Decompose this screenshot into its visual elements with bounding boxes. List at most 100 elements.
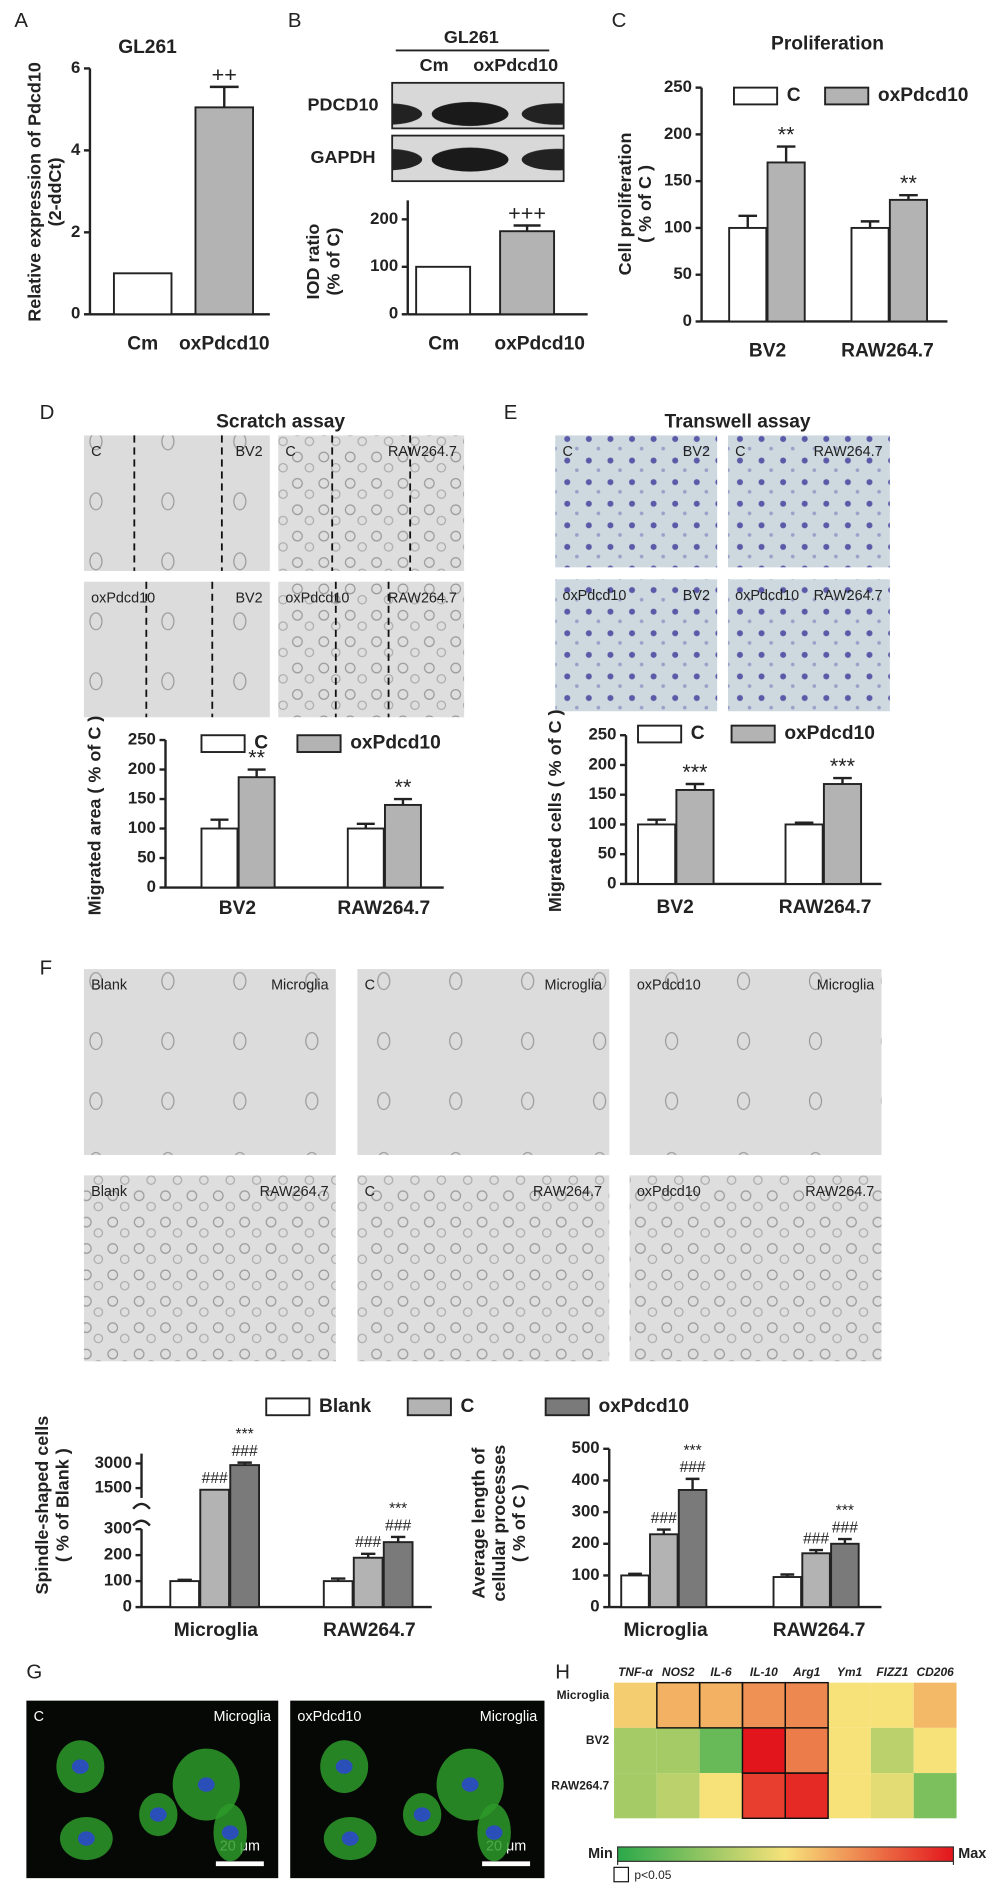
significance-label: ### bbox=[232, 1443, 258, 1460]
y-axis-label: Average length of bbox=[468, 1447, 488, 1599]
significance-label: ** bbox=[778, 121, 795, 146]
error-bar bbox=[776, 145, 796, 163]
y-tick-label: 50 bbox=[598, 844, 617, 863]
y-tick-label: 100 bbox=[572, 1565, 600, 1584]
image-label: C bbox=[285, 444, 295, 460]
y-tick-label: 200 bbox=[128, 759, 156, 778]
error-bar bbox=[210, 818, 229, 829]
micrograph: oxPdcd10 RAW264.7 bbox=[629, 1175, 882, 1362]
y-tick-label: 100 bbox=[128, 818, 156, 837]
bar bbox=[888, 198, 928, 323]
x-tick-label: oxPdcd10 bbox=[494, 333, 585, 354]
panel-letter: D bbox=[40, 402, 55, 424]
blot-band-label: PDCD10 bbox=[308, 94, 379, 114]
x-tick-label: RAW264.7 bbox=[323, 1620, 416, 1641]
y-tick-label: 200 bbox=[572, 1533, 600, 1552]
bar bbox=[382, 1541, 414, 1609]
y-tick-label: 150 bbox=[588, 784, 616, 803]
image-label: oxPdcd10 bbox=[91, 590, 155, 606]
legend-swatch bbox=[296, 734, 342, 753]
image-label: C bbox=[365, 1184, 375, 1200]
error-bar bbox=[794, 821, 814, 825]
bar bbox=[728, 226, 768, 323]
blot-lane-label: oxPdcd10 bbox=[473, 55, 558, 75]
nucleus bbox=[197, 1777, 215, 1792]
heat-cell bbox=[699, 1682, 743, 1728]
image-label: oxPdcd10 bbox=[297, 1709, 361, 1725]
bar bbox=[830, 1542, 860, 1609]
y-tick-label: 0 bbox=[389, 304, 398, 323]
image-label: C bbox=[735, 444, 745, 460]
y-tick-label: 150 bbox=[128, 788, 156, 807]
image-label: BV2 bbox=[683, 444, 710, 460]
bar bbox=[801, 1552, 831, 1609]
image-label: Microglia bbox=[214, 1709, 272, 1725]
x-tick-label: RAW264.7 bbox=[841, 341, 934, 362]
x-tick-label: Cm bbox=[127, 333, 158, 354]
significance-label: *** bbox=[683, 1442, 701, 1459]
blot-image bbox=[391, 134, 565, 183]
micrograph: oxPdcd10 BV2 bbox=[83, 581, 270, 718]
y-tick-label: 0 bbox=[123, 1597, 132, 1616]
legend-label: C bbox=[787, 85, 801, 106]
heat-cell bbox=[828, 1727, 871, 1774]
image-label: RAW264.7 bbox=[814, 444, 883, 460]
y-tick-label: 200 bbox=[370, 209, 398, 228]
row-label: RAW264.7 bbox=[551, 1778, 609, 1792]
colorbar-label: Min bbox=[588, 1846, 613, 1862]
panel-letter: A bbox=[14, 10, 28, 32]
column-label: TNF-α bbox=[618, 1665, 653, 1679]
blot-image bbox=[391, 81, 565, 130]
significance-label: +++ bbox=[508, 200, 546, 225]
nucleus bbox=[77, 1831, 95, 1846]
content: A B C D E F G H GL261 Cm oxPdcd10 PDCD10 GAPDH C BV2 C R… bbox=[14, 10, 986, 1883]
significance-label: *** bbox=[682, 759, 708, 784]
significance-label: ** bbox=[248, 744, 265, 769]
heat-cell bbox=[870, 1682, 914, 1728]
micrograph: C RAW264.7 bbox=[727, 435, 890, 568]
y-tick-label: 250 bbox=[664, 77, 692, 96]
y-tick-label: 100 bbox=[588, 814, 616, 833]
bar bbox=[346, 827, 385, 889]
x-tick-label: RAW264.7 bbox=[773, 1620, 866, 1641]
y-axis-label: (% of C) bbox=[323, 228, 343, 296]
error-bar bbox=[628, 1572, 642, 1576]
micrograph-image bbox=[555, 435, 718, 568]
y-axis-label: ( % of Blank ) bbox=[52, 1448, 72, 1562]
bar bbox=[237, 776, 276, 889]
legend-label: oxPdcd10 bbox=[598, 1396, 689, 1417]
column-label: CD206 bbox=[916, 1665, 954, 1679]
image-label: oxPdcd10 bbox=[637, 1184, 701, 1200]
x-tick-label: Microglia bbox=[174, 1620, 258, 1641]
y-tick-label: 0 bbox=[683, 311, 692, 330]
micrograph: C BV2 bbox=[83, 435, 270, 571]
heat-cell bbox=[742, 1727, 786, 1774]
image-label: RAW264.7 bbox=[388, 590, 457, 606]
y-axis-label: Cell proliferation bbox=[615, 133, 635, 276]
micrograph: C RAW264.7 bbox=[278, 435, 465, 571]
micrograph-image bbox=[357, 969, 610, 1155]
bar bbox=[675, 788, 715, 885]
significance-label: *** bbox=[836, 1503, 854, 1520]
blot-band-label: GAPDH bbox=[311, 147, 376, 167]
image-label: Microglia bbox=[271, 978, 329, 994]
y-tick-label: 2 bbox=[71, 222, 80, 241]
row-label: Microglia bbox=[557, 1688, 610, 1702]
error-bar bbox=[390, 1535, 406, 1543]
y-axis-label: Relative expression of Pdcd10 bbox=[25, 62, 45, 322]
x-tick-label: BV2 bbox=[749, 341, 786, 362]
blot-lane-label: Cm bbox=[420, 55, 449, 75]
y-axis-label: Migrated cells ( % of C ) bbox=[545, 709, 565, 912]
y-tick-label: 4 bbox=[71, 140, 81, 159]
row-label: BV2 bbox=[586, 1733, 610, 1747]
micrograph: C RAW264.7 bbox=[357, 1175, 610, 1362]
image-label: C bbox=[365, 978, 375, 994]
chart-title: Scratch assay bbox=[216, 411, 345, 432]
image-label: oxPdcd10 bbox=[637, 978, 701, 994]
heat-cell bbox=[614, 1773, 657, 1819]
y-tick-label: 3000 bbox=[95, 1453, 132, 1472]
significance-box bbox=[784, 1772, 829, 1820]
image-label: Blank bbox=[91, 978, 128, 994]
y-tick-label: 0 bbox=[71, 304, 80, 323]
error-bar bbox=[738, 214, 758, 228]
